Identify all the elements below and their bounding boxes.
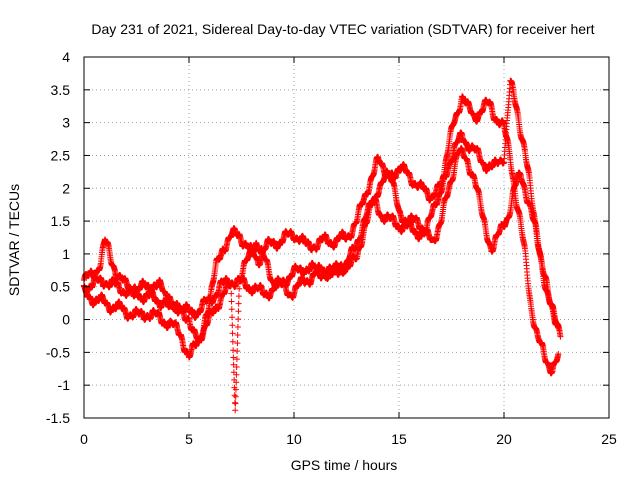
series-track-b	[81, 145, 564, 414]
data-point	[230, 354, 237, 361]
data-point	[234, 340, 241, 347]
data-point	[229, 330, 236, 337]
data-point	[555, 351, 562, 358]
x-axis-label: GPS time / hours	[291, 457, 398, 473]
data-point	[235, 300, 242, 307]
data-point	[230, 361, 237, 368]
data-point	[230, 347, 237, 354]
data-point	[229, 322, 236, 329]
data-point	[231, 399, 238, 406]
data-point	[228, 306, 235, 313]
data-point	[557, 333, 564, 340]
data-point	[228, 290, 235, 297]
data-point	[234, 332, 241, 339]
data-point	[233, 364, 240, 371]
series-track-c	[81, 77, 562, 331]
y-axis-label: SDTVAR / TECUs	[6, 184, 22, 296]
data-point	[236, 285, 243, 292]
series-track-a	[81, 93, 562, 377]
chart-title: Day 231 of 2021, Sidereal Day-to-day VTE…	[91, 21, 594, 37]
data-point	[234, 348, 241, 355]
data-point	[235, 293, 242, 300]
data-point	[232, 407, 239, 414]
data-point	[235, 316, 242, 323]
data-layer	[81, 77, 564, 414]
data-point	[229, 314, 236, 321]
data-point	[234, 324, 241, 331]
data-point	[235, 308, 242, 315]
data-point	[232, 386, 239, 393]
data-point	[232, 393, 239, 400]
data-point	[231, 392, 238, 399]
data-point	[228, 298, 235, 305]
data-point	[229, 338, 236, 345]
data-point	[233, 356, 240, 363]
data-point	[232, 400, 239, 407]
data-point	[233, 379, 240, 386]
data-point	[233, 371, 240, 378]
